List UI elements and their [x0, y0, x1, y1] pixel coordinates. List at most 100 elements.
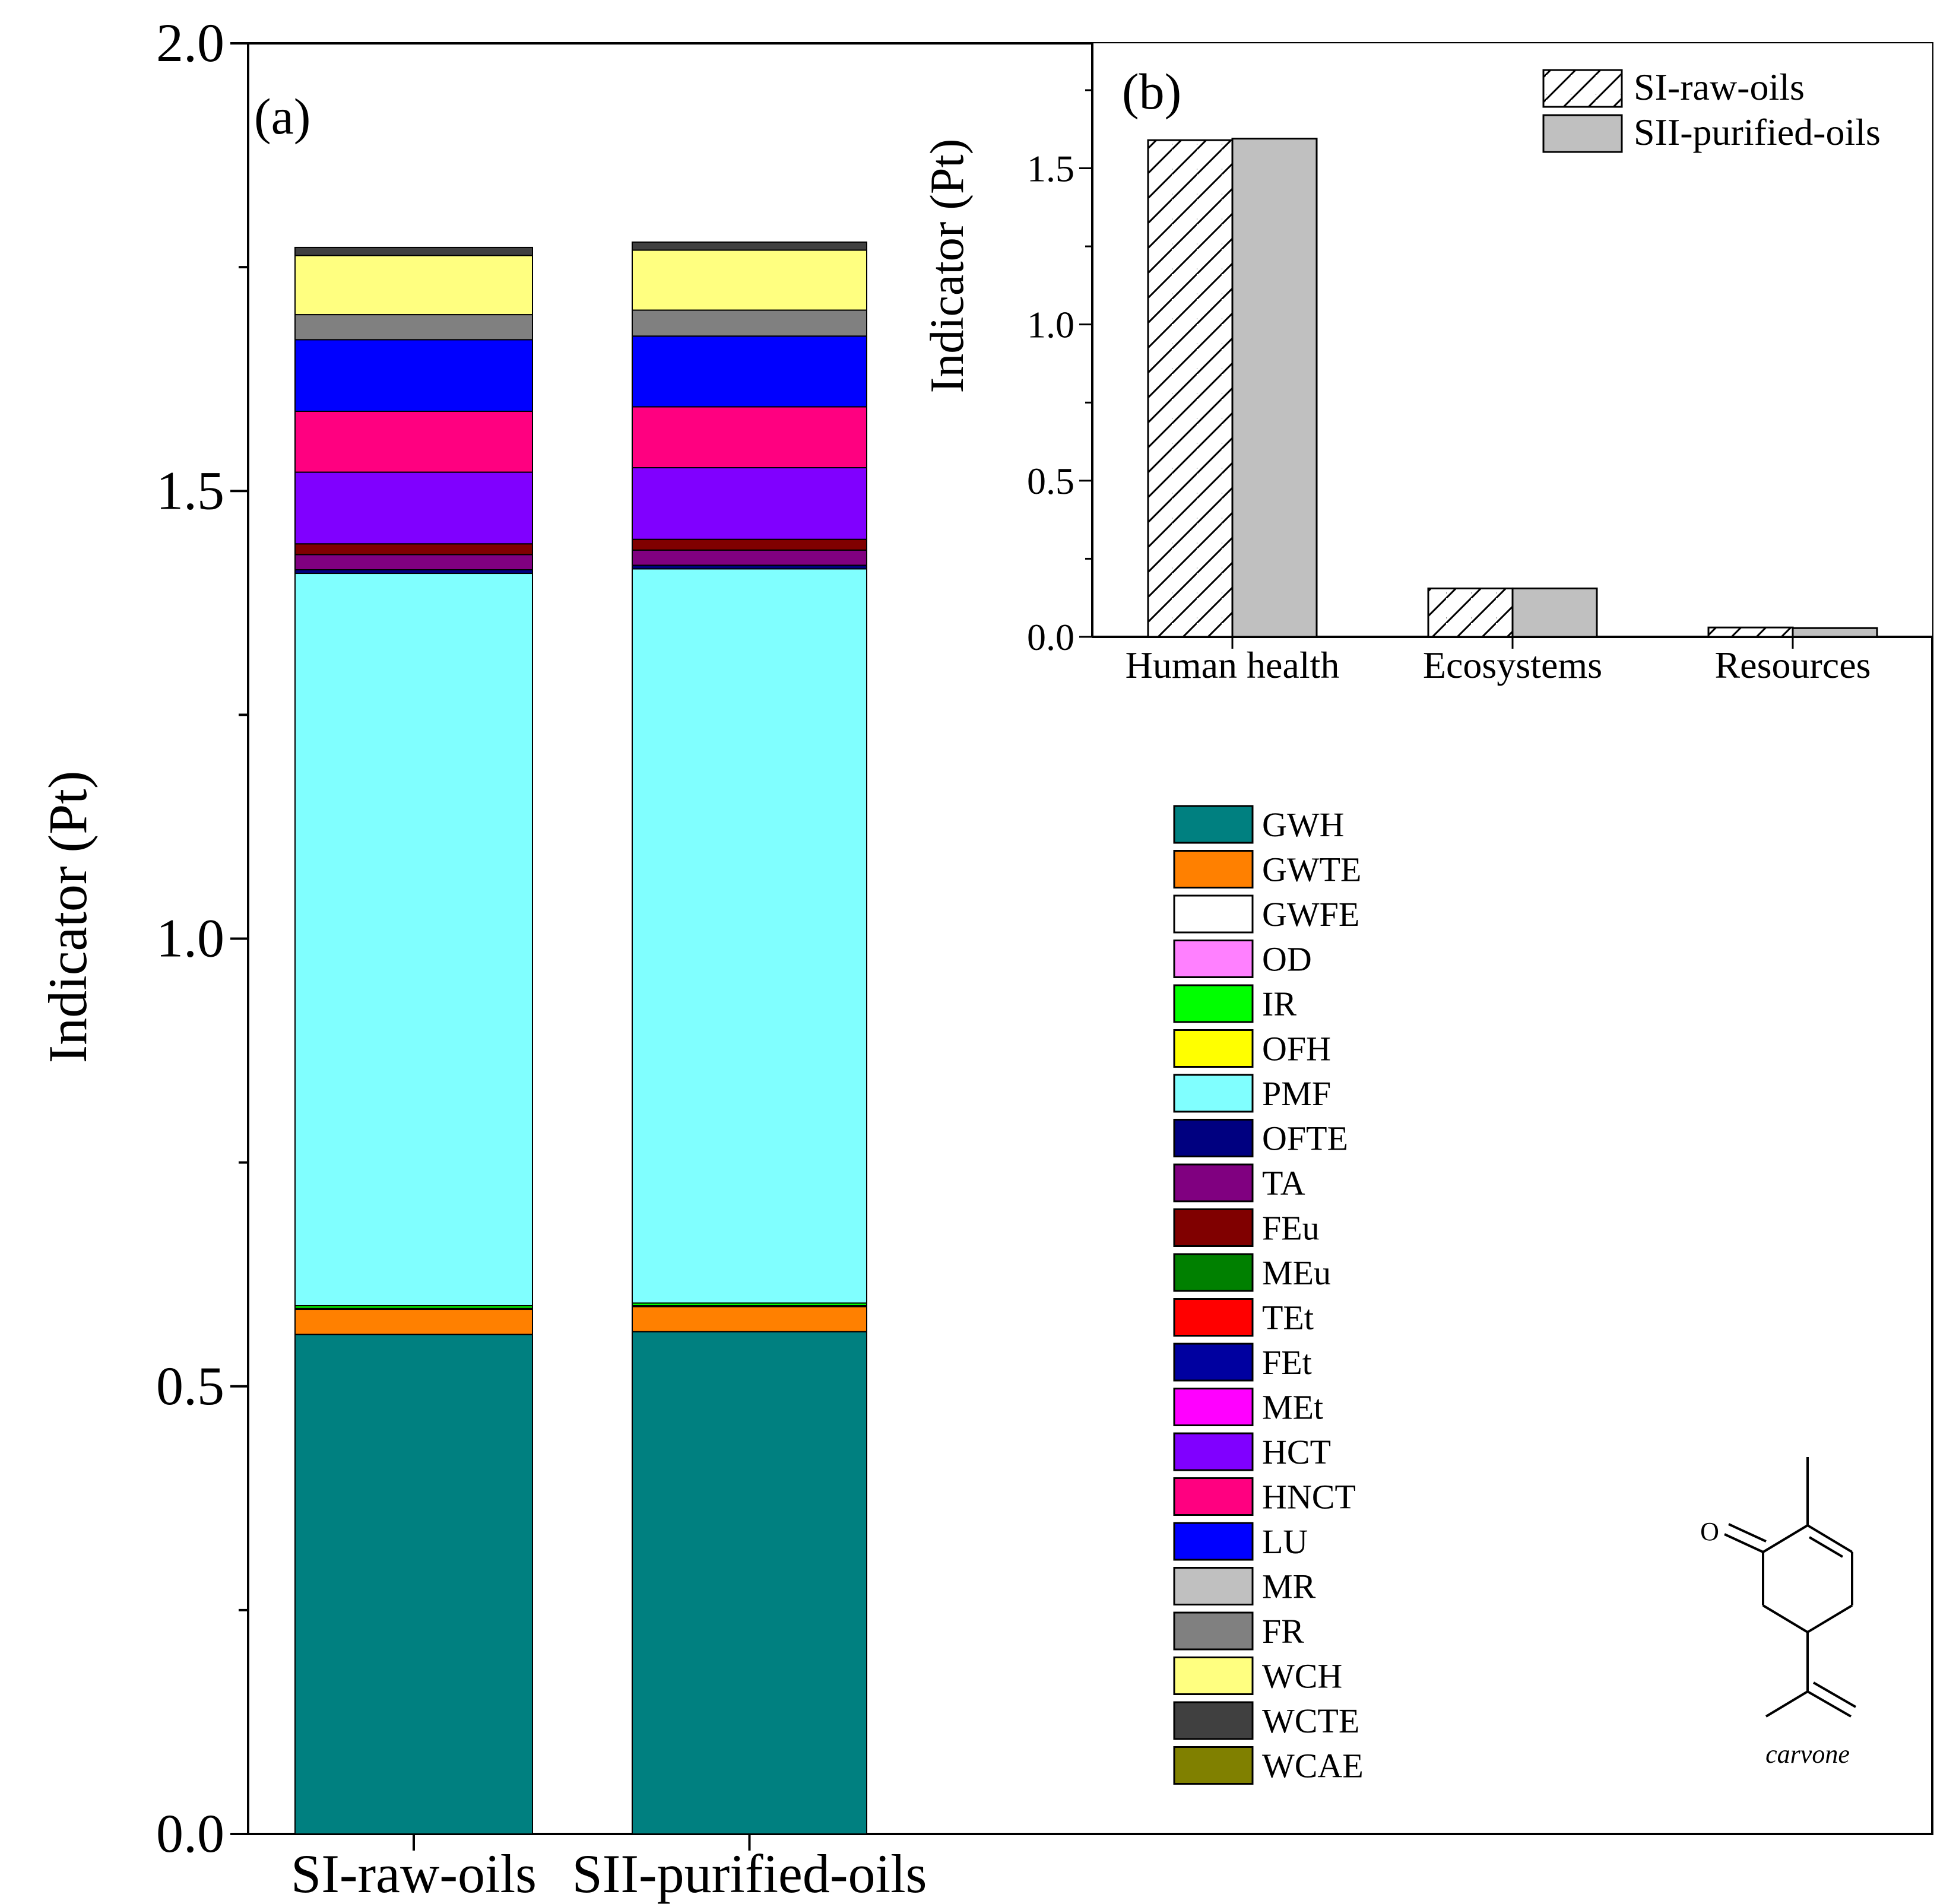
inset-y-axis-label: Indicator (Pt) — [921, 139, 974, 394]
legend-label-mr: MR — [1262, 1567, 1316, 1606]
bar-segment-pmf — [294, 573, 533, 1306]
legend-label-fet: FEt — [1262, 1343, 1312, 1382]
molecule-name: carvone — [1765, 1740, 1850, 1769]
legend-label-tet: TEt — [1262, 1299, 1314, 1337]
ring-bond — [1806, 1524, 1853, 1553]
legend-label-feu: FEu — [1262, 1209, 1320, 1248]
isopropenyl-methyl-bond — [1765, 1690, 1809, 1718]
bar-segment-hct — [632, 467, 867, 540]
inset-x-tick-label: Ecosystems — [1423, 644, 1602, 686]
ring-double-bond — [1808, 1536, 1844, 1558]
inset-x-tick-label: Human health — [1126, 644, 1340, 686]
oxygen-atom-label: O — [1700, 1517, 1719, 1546]
legend-swatch-hnct — [1173, 1477, 1254, 1516]
legend-label-wcae: WCAE — [1262, 1747, 1364, 1785]
inset-bar-sii-purified-oils — [1231, 138, 1318, 638]
legend-label-ta: TA — [1262, 1164, 1305, 1202]
legend-swatch-fr — [1173, 1611, 1254, 1651]
panel-a-label: (a) — [254, 88, 310, 145]
legend-label-wcte: WCTE — [1262, 1702, 1359, 1740]
ring-bond — [1762, 1604, 1809, 1633]
bar-segment-pmf — [632, 568, 867, 1304]
bar-segment-ta — [632, 549, 867, 566]
legend-swatch-mr — [1173, 1567, 1254, 1605]
ring-bond — [1762, 1524, 1809, 1553]
bar-segment-fr — [632, 309, 867, 337]
inset-y-tick-label: 1.0 — [1027, 304, 1074, 346]
bar-segment-hct — [294, 471, 533, 545]
legend-label-od: OD — [1262, 940, 1312, 979]
carbonyl-double-bond — [1728, 1523, 1767, 1543]
legend-swatch-meu — [1173, 1253, 1254, 1292]
carbonyl-bond — [1724, 1533, 1764, 1553]
legend-swatch-lu — [1173, 1522, 1254, 1561]
bar-segment-hnct — [294, 410, 533, 473]
legend-label-met: MEt — [1262, 1388, 1323, 1427]
y-tick-label: 0.5 — [156, 1356, 224, 1416]
legend-swatch-pmf — [1173, 1074, 1254, 1113]
inset-legend-swatch-sii-purified-oils — [1542, 114, 1623, 153]
panel-b-chart: 0.0 0.5 1.0 1.5 Indicator (Pt) Human health Ec… — [921, 43, 1932, 686]
legend-label-ir: IR — [1262, 985, 1296, 1023]
legend-label-ofte: OFTE — [1262, 1119, 1348, 1158]
inset-legend-label-sii-purified-oils: SII-purified-oils — [1634, 111, 1881, 153]
inset-y-tick-label: 0.0 — [1027, 616, 1074, 658]
legend-swatch-ofh — [1173, 1029, 1254, 1068]
inset-bar-sii-purified-oils — [1511, 587, 1598, 638]
bar-segment-gwh — [632, 1331, 867, 1835]
legend-swatch-wcte — [1173, 1701, 1254, 1740]
bar-segment-gwte — [294, 1309, 533, 1335]
legend-swatch-tet — [1173, 1298, 1254, 1337]
legend-swatch-gwh — [1173, 805, 1254, 844]
inset-bar-si-raw-oils — [1427, 587, 1514, 638]
x-tick-label: SII-purified-oils — [572, 1843, 927, 1904]
legend-label-gwfe: GWFE — [1262, 895, 1359, 934]
isopropenyl-bond — [1807, 1690, 1852, 1718]
bar-segment-lu — [632, 335, 867, 408]
legend-swatch-gwfe — [1173, 894, 1254, 934]
inset-bar-sii-purified-oils — [1792, 627, 1878, 638]
bar-segment-fr — [294, 314, 533, 341]
bar-segment-feu — [632, 538, 867, 551]
inset-bar-si-raw-oils — [1707, 626, 1794, 638]
inset-y-tick-label: 1.5 — [1027, 148, 1074, 190]
inset-bar-si-raw-oils — [1147, 139, 1234, 638]
x-tick-label: SI-raw-oils — [291, 1843, 537, 1904]
legend-swatch-wcae — [1173, 1746, 1254, 1785]
legend-swatch-gwte — [1173, 850, 1254, 888]
bar-segment-feu — [294, 543, 533, 556]
legend-label-wch: WCH — [1262, 1657, 1342, 1696]
legend-label-fr: FR — [1262, 1612, 1304, 1651]
inset-legend-label-si-raw-oils: SI-raw-oils — [1634, 66, 1805, 108]
legend-swatch-hct — [1173, 1432, 1254, 1471]
bar-segment-wch — [632, 249, 867, 311]
y-axis-label: Indicator (Pt) — [37, 770, 98, 1063]
legend-label-meu: MEu — [1262, 1254, 1331, 1292]
panel-b-label: (b) — [1122, 63, 1181, 120]
legend-swatch-fet — [1173, 1343, 1254, 1382]
bar-segment-hnct — [632, 406, 867, 469]
legend-label-lu: LU — [1262, 1522, 1308, 1561]
legend-swatch-od — [1173, 940, 1254, 978]
legend-swatch-ir — [1173, 984, 1254, 1023]
y-tick-label: 1.0 — [156, 908, 224, 969]
bar-segment-wcte — [632, 241, 867, 251]
inset-legend-swatch-si-raw-oils — [1542, 69, 1623, 108]
legend-label-gwh: GWH — [1262, 805, 1345, 844]
legend-label-gwte: GWTE — [1262, 851, 1362, 889]
bar-segment-wch — [294, 255, 533, 316]
y-tick-label: 0.0 — [156, 1803, 224, 1864]
ring-bond — [1806, 1604, 1853, 1633]
panel-a-chart: 0.0 0.5 1.0 1.5 2.0 Indicator (Pt) SI-raw-oils… — [37, 12, 1933, 1904]
legend-label-ofh: OFH — [1262, 1030, 1331, 1068]
legend-label-hnct: HNCT — [1262, 1478, 1356, 1516]
bar-segment-gwh — [294, 1334, 533, 1835]
legend-swatch-met — [1173, 1388, 1254, 1426]
inset-x-tick-label: Resources — [1714, 644, 1871, 686]
y-tick-label: 1.5 — [156, 460, 224, 521]
bar-segment-ta — [294, 554, 533, 570]
legend-swatch-feu — [1173, 1208, 1254, 1247]
legend-impact-categories: GWH GWTE GWFE OD IR OFH PMF OFTE TA FEu MEu TEt FEt M… — [1173, 805, 1364, 1785]
